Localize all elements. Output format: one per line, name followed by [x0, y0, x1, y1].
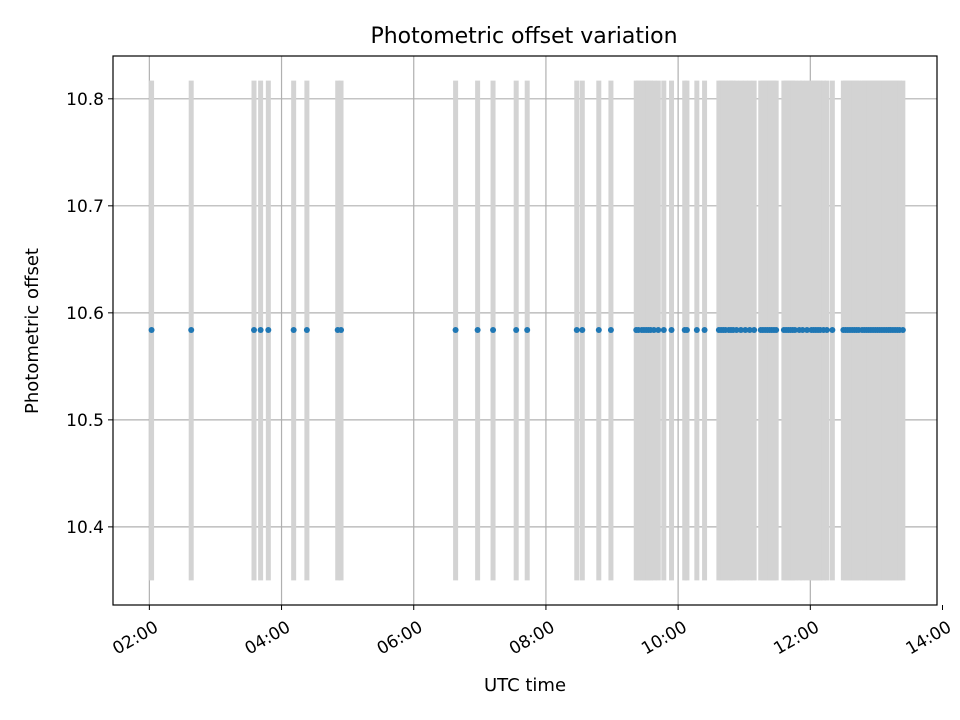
data-point	[303, 326, 310, 333]
data-point	[799, 326, 806, 333]
x-tick-label: 14:00	[903, 617, 955, 659]
data-point	[660, 326, 667, 333]
data-point	[148, 326, 155, 333]
data-point	[290, 326, 297, 333]
data-point	[737, 326, 744, 333]
data-point	[513, 326, 520, 333]
x-axis-label: UTC time	[484, 675, 566, 696]
x-tick-label: 04:00	[242, 617, 294, 659]
data-point	[693, 326, 700, 333]
data-point	[829, 326, 836, 333]
data-point	[683, 326, 690, 333]
data-point	[607, 326, 614, 333]
data-point	[751, 326, 758, 333]
data-point	[265, 326, 272, 333]
x-tick-label: 10:00	[638, 617, 690, 659]
data-point	[668, 326, 675, 333]
y-tick-label: 10.4	[66, 518, 104, 538]
data-point	[773, 326, 780, 333]
data-point	[655, 326, 662, 333]
data-point	[338, 326, 345, 333]
data-point	[742, 326, 749, 333]
data-point	[650, 326, 657, 333]
data-point	[188, 326, 195, 333]
data-point	[899, 326, 906, 333]
chart-title: Photometric offset variation	[370, 24, 677, 49]
data-point	[474, 326, 481, 333]
data-point	[257, 326, 264, 333]
y-axis-label: Photometric offset	[22, 248, 43, 414]
y-tick-label: 10.8	[66, 90, 104, 110]
data-point	[452, 326, 459, 333]
data-point	[823, 326, 830, 333]
data-point	[251, 326, 258, 333]
x-tick-label: 02:00	[109, 617, 161, 659]
data-point	[791, 326, 798, 333]
data-points	[148, 326, 906, 333]
data-point	[524, 326, 531, 333]
data-point	[746, 326, 753, 333]
y-tick-label: 10.7	[66, 197, 104, 217]
x-tick-label: 08:00	[506, 617, 558, 659]
x-tick-label: 12:00	[770, 617, 822, 659]
x-tick-label: 06:00	[374, 617, 426, 659]
data-point	[579, 326, 586, 333]
data-point	[595, 326, 602, 333]
y-tick-label: 10.6	[66, 304, 104, 324]
data-point	[804, 326, 811, 333]
data-point	[701, 326, 708, 333]
y-tick-label: 10.5	[66, 411, 104, 431]
data-point	[490, 326, 497, 333]
x-axis-ticks: 02:00 04:00 06:00 08:00 10:00 12:00 14:00	[109, 605, 955, 659]
data-point	[573, 326, 580, 333]
data-point	[733, 326, 740, 333]
plot-frame	[112, 55, 938, 606]
y-axis-ticks: 10.4 10.5 10.6 10.7 10.8	[66, 90, 113, 538]
